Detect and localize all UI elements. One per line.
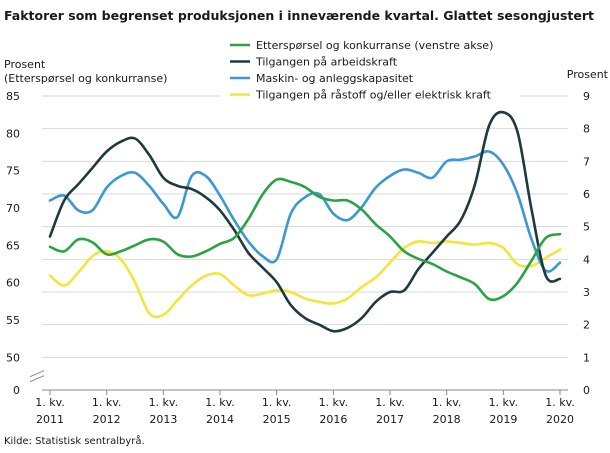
series-line-3 xyxy=(48,149,562,273)
series-line-4 xyxy=(48,239,562,319)
x-tick-year: 2019 xyxy=(489,413,517,426)
x-tick-year: 2015 xyxy=(263,413,291,426)
right-tick-label: 1 xyxy=(583,351,590,364)
left-axis-sublabel: (Etterspørsel og konkurranse) xyxy=(4,72,167,85)
chart-title: Faktorer som begrenset produksjonen i in… xyxy=(4,8,594,23)
right-tick-label: 7 xyxy=(583,155,590,168)
axis-break-icon xyxy=(29,370,45,383)
left-tick-label: 60 xyxy=(6,277,20,290)
right-tick-label: 3 xyxy=(583,286,590,299)
legend-label: Tilgangen på arbeidskraft xyxy=(255,56,398,69)
left-tick-label: 80 xyxy=(6,127,20,140)
left-tick-label: 0 xyxy=(13,384,20,397)
right-tick-label: 6 xyxy=(583,188,590,201)
right-axis-label: Prosent xyxy=(567,68,609,81)
series-line-2 xyxy=(48,110,562,333)
x-axis: 1. kv. 2011 1. kv. 2012 1. kv. 2013 1. kv. 2014… xyxy=(35,390,575,426)
x-tick-year: 2018 xyxy=(433,413,461,426)
x-tick-quarter: 1. kv. xyxy=(545,396,575,409)
x-tick-quarter: 1. kv. xyxy=(375,396,405,409)
legend-box xyxy=(221,35,521,107)
x-tick-quarter: 1. kv. xyxy=(205,396,235,409)
left-tick-label: 75 xyxy=(6,165,20,178)
series-lines xyxy=(48,110,562,333)
legend-label: Etterspørsel og konkurranse (venstre aks… xyxy=(256,39,493,52)
right-tick-label: 0 xyxy=(583,384,590,397)
right-tick-label: 2 xyxy=(583,319,590,332)
left-tick-label: 85 xyxy=(6,90,20,103)
left-tick-label: 70 xyxy=(6,202,20,215)
x-tick-quarter: 1. kv. xyxy=(489,396,519,409)
x-tick-year: 2020 xyxy=(546,413,574,426)
left-y-axis: 0 50 55 60 65 70 75 80 85 xyxy=(6,90,20,397)
x-tick-quarter: 1. kv. xyxy=(262,396,292,409)
right-tick-label: 5 xyxy=(583,221,590,234)
legend: Etterspørsel og konkurranse (venstre aks… xyxy=(221,35,521,107)
x-tick-quarter: 1. kv. xyxy=(35,396,65,409)
x-tick-year: 2017 xyxy=(376,413,404,426)
axis-break-stroke xyxy=(29,375,45,383)
x-tick-quarter: 1. kv. xyxy=(149,396,179,409)
right-tick-label: 9 xyxy=(583,90,590,103)
x-tick-year: 2011 xyxy=(36,413,64,426)
right-tick-label: 8 xyxy=(583,123,590,136)
x-tick-year: 2012 xyxy=(93,413,121,426)
left-tick-label: 50 xyxy=(6,351,20,364)
x-tick-quarter: 1. kv. xyxy=(319,396,349,409)
right-tick-label: 4 xyxy=(583,253,590,266)
source-note: Kilde: Statistisk sentralbyrå. xyxy=(4,434,145,447)
legend-label: Maskin- og anleggskapasitet xyxy=(256,72,414,85)
x-tick-year: 2013 xyxy=(149,413,177,426)
x-tick-quarter: 1. kv. xyxy=(92,396,122,409)
series-line-1 xyxy=(48,177,562,302)
x-tick-year: 2014 xyxy=(206,413,234,426)
axis-break-stroke xyxy=(29,370,45,378)
legend-label: Tilgangen på råstoff og/eller elektrisk … xyxy=(255,89,492,102)
left-tick-label: 55 xyxy=(6,314,20,327)
right-y-axis: 0 1 2 3 4 5 6 7 8 9 xyxy=(583,90,590,397)
left-axis-label: Prosent xyxy=(4,58,46,71)
x-tick-quarter: 1. kv. xyxy=(432,396,462,409)
x-tick-year: 2016 xyxy=(319,413,347,426)
left-tick-label: 65 xyxy=(6,239,20,252)
